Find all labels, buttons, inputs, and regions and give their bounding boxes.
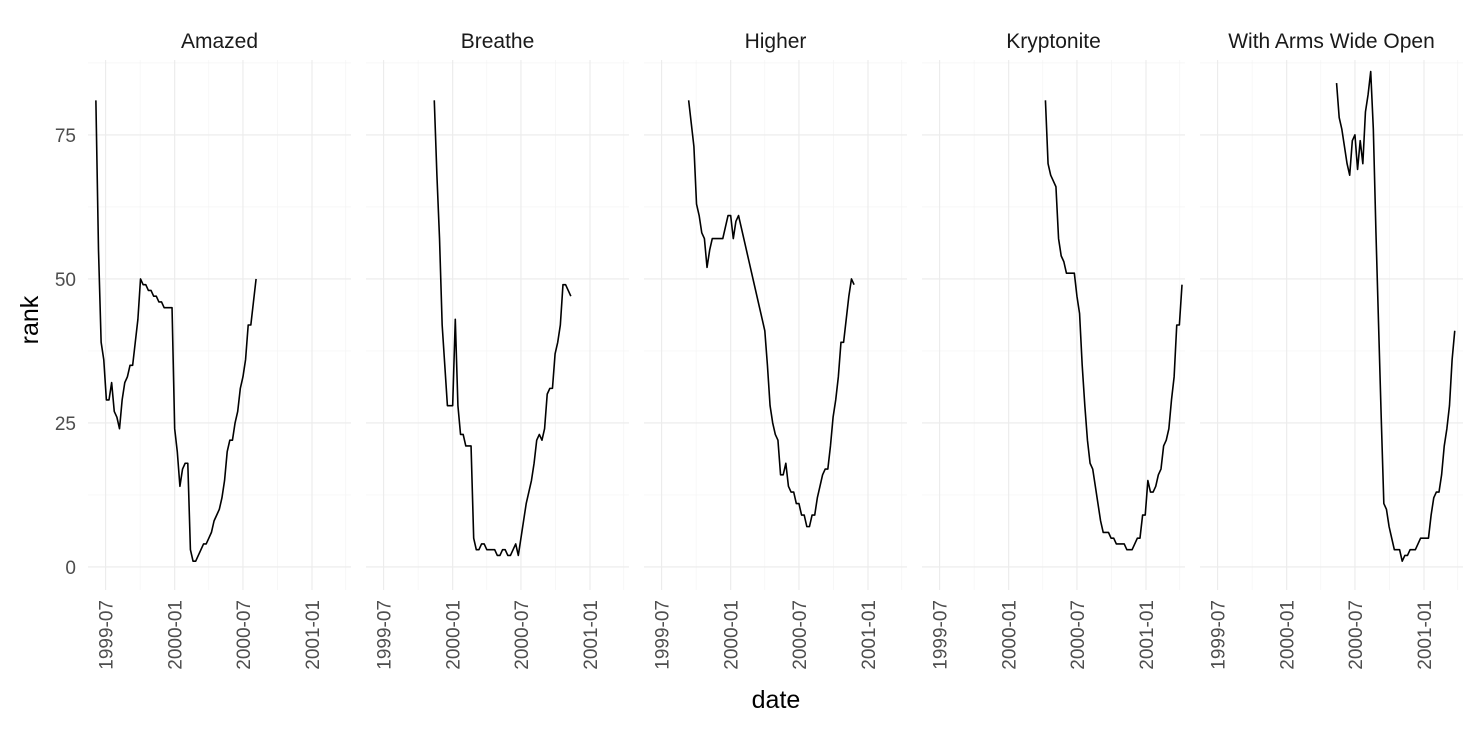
x-tick-label: 1999-07: [931, 600, 952, 670]
facet-strip-label: Breathe: [461, 30, 535, 53]
x-tick-label: 2000-07: [234, 600, 255, 670]
x-tick-label: 2000-01: [1000, 600, 1021, 670]
facet-strip-label: With Arms Wide Open: [1228, 30, 1435, 53]
x-tick-label: 2001-01: [581, 600, 602, 670]
x-tick-label: 2001-01: [1137, 600, 1158, 670]
x-tick-label: 2000-01: [722, 600, 743, 670]
x-tick-label: 1999-07: [97, 600, 118, 670]
y-axis: 0 25 50 75: [55, 126, 76, 579]
facet-strip-label: Higher: [745, 30, 807, 53]
x-tick-label: 1999-07: [653, 600, 674, 670]
x-tick-label: 2001-01: [1415, 600, 1436, 670]
series-line: [687, 100, 855, 528]
y-tick-label: 25: [55, 414, 76, 435]
x-tick-label: 2000-07: [512, 600, 533, 670]
y-tick-label: 75: [55, 126, 76, 147]
y-axis-title: rank: [16, 295, 44, 344]
x-tick-label: 2000-01: [444, 600, 465, 670]
x-tick-label: 1999-07: [1209, 600, 1230, 670]
series-line: [1044, 100, 1183, 551]
x-axis-title: date: [752, 686, 801, 714]
x-tick-label: 2000-07: [1346, 600, 1367, 670]
series-line: [433, 100, 572, 557]
x-tick-label: 2001-01: [859, 600, 880, 670]
x-tick-label: 2000-01: [166, 600, 187, 670]
facet-strip-label: Amazed: [181, 30, 258, 53]
facet-strips: Amazed Breathe Higher Kryptonite With Arms W…: [181, 30, 1435, 53]
x-tick-label: 1999-07: [375, 600, 396, 670]
facet-strip-label: Kryptonite: [1006, 30, 1101, 53]
x-tick-label: 2001-01: [303, 600, 324, 670]
y-tick-label: 0: [65, 558, 76, 579]
x-tick-label: 2000-01: [1278, 600, 1299, 670]
series-line: [1335, 70, 1456, 563]
x-tick-label: 2000-07: [790, 600, 811, 670]
series-line: [95, 100, 257, 563]
x-tick-label: 2000-07: [1068, 600, 1089, 670]
series-layer: [95, 70, 1456, 563]
x-axis: 1999-07 2000-01 2000-07 2001-01 1999-07 2000-…: [97, 600, 1436, 670]
grid-layer: [88, 60, 1463, 590]
y-tick-label: 50: [55, 270, 76, 291]
